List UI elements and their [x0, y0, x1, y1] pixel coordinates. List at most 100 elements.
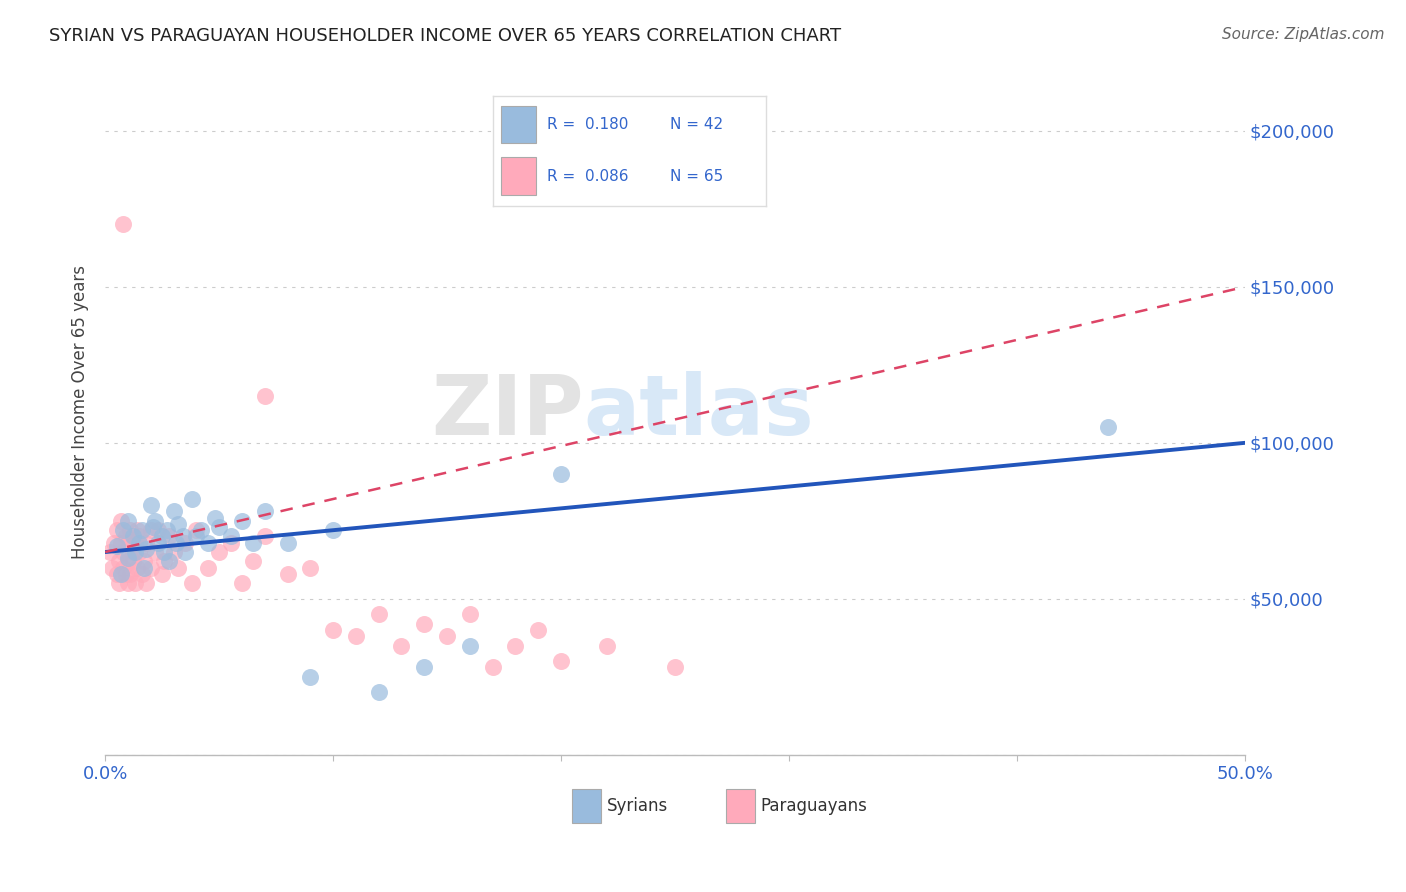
Point — [105, 566, 128, 581]
Point — [143, 514, 166, 528]
Point — [127, 523, 149, 537]
Point — [98, 545, 121, 559]
Point — [458, 639, 481, 653]
Point — [112, 545, 135, 559]
Point — [120, 523, 142, 537]
Point — [242, 554, 264, 568]
Point — [150, 566, 173, 581]
Point — [219, 535, 242, 549]
Point — [219, 529, 242, 543]
Point — [505, 639, 527, 653]
Point — [139, 498, 162, 512]
Point — [186, 523, 208, 537]
Point — [157, 529, 180, 543]
Point — [204, 510, 226, 524]
Point — [112, 218, 135, 232]
Point — [128, 529, 150, 543]
Point — [131, 566, 153, 581]
Point — [105, 523, 128, 537]
Point — [595, 639, 617, 653]
Text: Paraguayans: Paraguayans — [761, 797, 868, 815]
Point — [121, 529, 143, 543]
Point — [344, 629, 367, 643]
Point — [114, 566, 136, 581]
Point — [322, 523, 344, 537]
Point — [174, 535, 197, 549]
Y-axis label: Householder Income Over 65 years: Householder Income Over 65 years — [72, 265, 89, 558]
Point — [413, 616, 436, 631]
Point — [135, 535, 157, 549]
Text: atlas: atlas — [583, 371, 814, 452]
Point — [142, 520, 165, 534]
Text: Source: ZipAtlas.com: Source: ZipAtlas.com — [1222, 27, 1385, 42]
Point — [299, 670, 322, 684]
Point — [156, 523, 179, 537]
Point — [139, 523, 162, 537]
Point — [664, 660, 686, 674]
Point — [150, 529, 173, 543]
Point — [135, 576, 157, 591]
Point — [101, 560, 124, 574]
FancyBboxPatch shape — [727, 789, 755, 823]
Text: ZIP: ZIP — [432, 371, 583, 452]
Point — [527, 623, 550, 637]
Point — [174, 545, 197, 559]
Point — [128, 535, 150, 549]
Point — [117, 551, 139, 566]
Point — [131, 523, 153, 537]
Point — [117, 576, 139, 591]
Point — [157, 554, 180, 568]
Point — [117, 514, 139, 528]
Point — [112, 523, 135, 537]
Point — [124, 535, 146, 549]
Text: Syrians: Syrians — [606, 797, 668, 815]
Point — [413, 660, 436, 674]
Point — [167, 560, 190, 574]
Point — [114, 529, 136, 543]
Point — [112, 560, 135, 574]
Point — [105, 539, 128, 553]
Point — [253, 504, 276, 518]
Point — [550, 654, 572, 668]
Point — [190, 523, 212, 537]
Point — [121, 554, 143, 568]
Point — [117, 535, 139, 549]
Point — [172, 529, 194, 543]
Point — [121, 545, 143, 559]
Point — [132, 554, 155, 568]
Point — [146, 523, 169, 537]
Point — [127, 560, 149, 574]
Point — [167, 516, 190, 531]
Point — [128, 545, 150, 559]
Point — [208, 545, 231, 559]
Point — [110, 535, 132, 549]
Point — [231, 576, 253, 591]
Point — [253, 529, 276, 543]
Point — [436, 629, 458, 643]
Point — [299, 560, 322, 574]
Point — [367, 607, 389, 622]
Point — [117, 554, 139, 568]
Point — [110, 566, 132, 581]
Point — [1097, 420, 1119, 434]
Point — [162, 545, 184, 559]
Point — [197, 560, 219, 574]
Point — [197, 535, 219, 549]
Point — [208, 520, 231, 534]
Point — [153, 554, 176, 568]
Point — [277, 535, 299, 549]
Point — [180, 491, 202, 506]
Point — [135, 541, 157, 556]
Point — [322, 623, 344, 637]
Point — [186, 529, 208, 543]
Point — [143, 545, 166, 559]
Point — [180, 576, 202, 591]
FancyBboxPatch shape — [572, 789, 600, 823]
Point — [277, 566, 299, 581]
Point — [391, 639, 413, 653]
Point — [108, 576, 131, 591]
Point — [110, 514, 132, 528]
Point — [165, 535, 187, 549]
Text: SYRIAN VS PARAGUAYAN HOUSEHOLDER INCOME OVER 65 YEARS CORRELATION CHART: SYRIAN VS PARAGUAYAN HOUSEHOLDER INCOME … — [49, 27, 841, 45]
Point — [367, 685, 389, 699]
